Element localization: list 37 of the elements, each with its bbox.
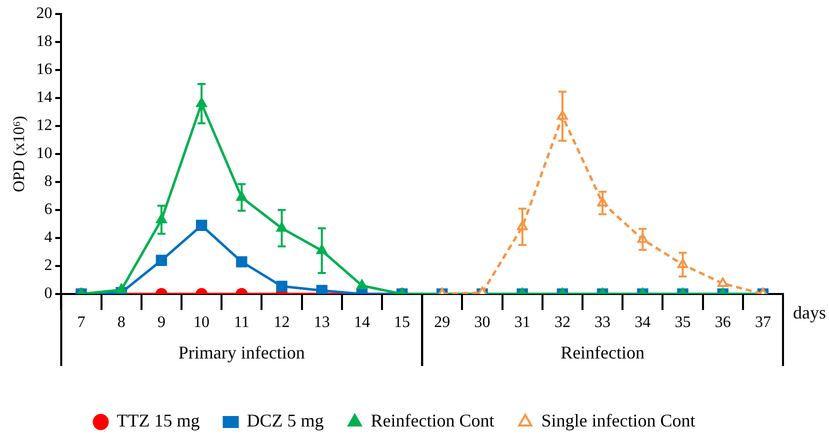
x-tick-label: 13	[314, 314, 330, 331]
x-tick-label: 32	[554, 314, 570, 331]
x-tick-label: 34	[634, 314, 651, 331]
text: Primary infection	[178, 342, 305, 363]
y-tick-label: 16	[36, 61, 52, 78]
x-tick-label: 33	[594, 314, 611, 331]
y-tick-label: 6	[44, 201, 52, 218]
x-tick-label: 37	[754, 314, 771, 331]
x-tick-label: 8	[117, 314, 126, 331]
x-tick-label: 12	[274, 314, 290, 331]
legend-label: Reinfection Cont	[370, 410, 494, 431]
x-axis-title: days	[793, 302, 826, 323]
x-tick-label: 31	[514, 314, 530, 331]
y-tick-label: 8	[44, 173, 52, 190]
y-tick-label: 12	[36, 117, 52, 134]
y-tick-label: 14	[36, 89, 52, 106]
x-tick-label: 7	[77, 314, 86, 331]
x-tick-label: 35	[674, 314, 691, 331]
y-tick-label: 4	[44, 229, 52, 246]
y-tick-label: 2	[44, 257, 52, 274]
x-tick-label: 9	[157, 314, 166, 331]
text: Reinfection	[560, 342, 645, 363]
legend-label: DCZ 5 mg	[246, 410, 324, 431]
y-tick-label: 20	[36, 5, 52, 22]
x-tick-label: 10	[194, 314, 210, 331]
y-tick-label: 10	[36, 145, 52, 162]
x-tick-label: 36	[714, 314, 731, 331]
x-tick-label: 11	[234, 314, 250, 331]
x-tick-label: 30	[474, 314, 490, 331]
x-tick-label: 14	[354, 314, 370, 331]
legend-label: TTZ 15 mg	[116, 410, 200, 431]
y-tick-label: 0	[44, 285, 52, 302]
y-axis-title: OPD (x10⁶)	[10, 116, 28, 192]
x-tick-label: 29	[434, 314, 450, 331]
x-tick-label: 15	[394, 314, 410, 331]
legend-label: Single infection Cont	[541, 410, 696, 431]
y-tick-label: 18	[36, 33, 52, 50]
